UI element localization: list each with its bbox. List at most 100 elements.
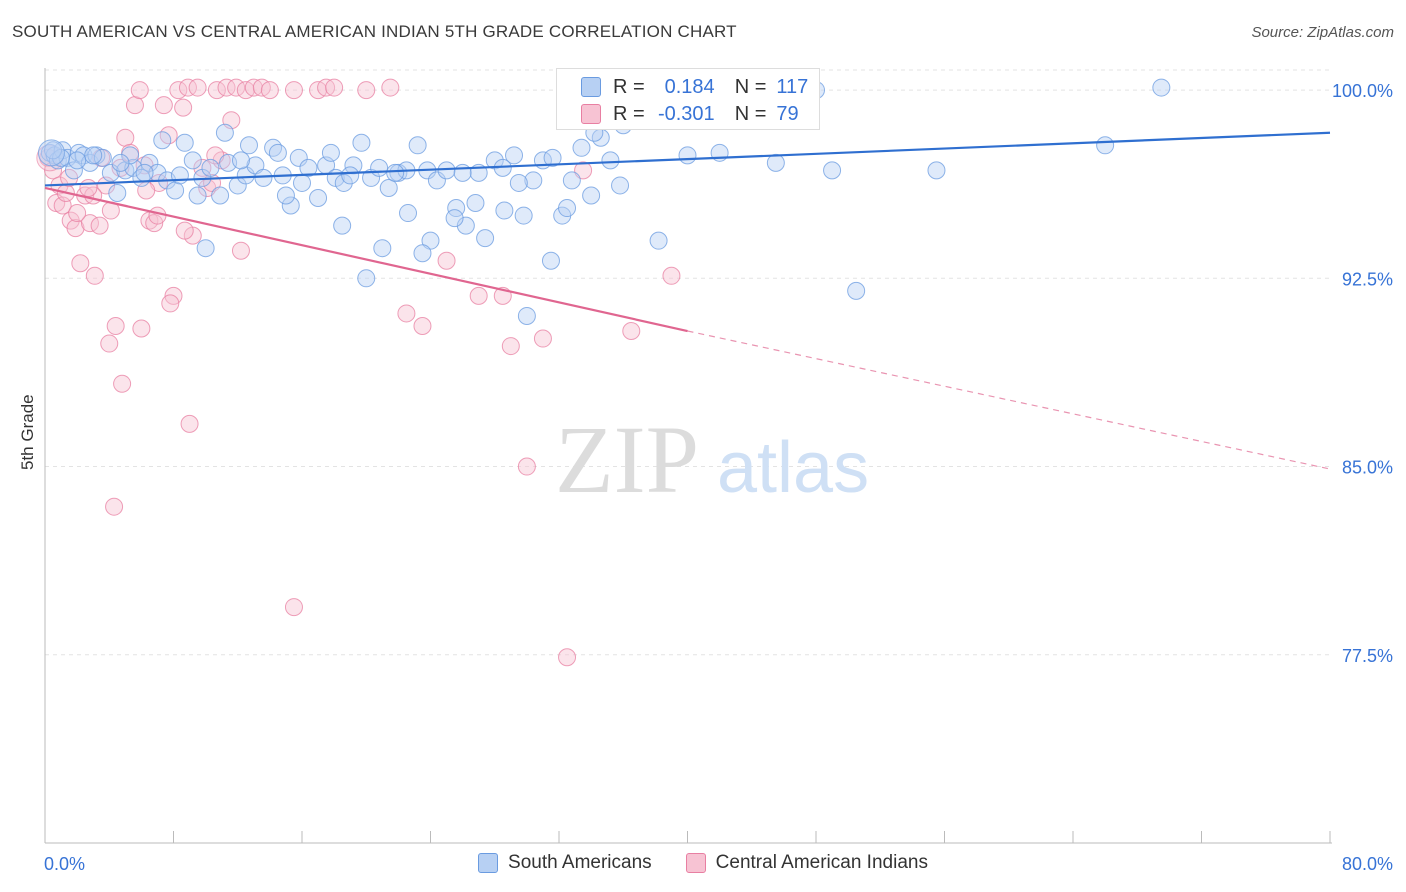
data-point xyxy=(161,294,180,313)
data-point xyxy=(509,173,528,192)
data-point-cluster xyxy=(37,139,65,167)
data-point xyxy=(276,186,295,205)
data-point xyxy=(239,136,258,155)
data-point xyxy=(357,269,376,288)
data-point xyxy=(611,176,630,195)
data-point xyxy=(352,133,371,152)
data-point xyxy=(90,216,109,235)
data-point xyxy=(64,161,83,180)
data-point xyxy=(125,96,144,115)
data-point xyxy=(373,239,392,258)
data-point xyxy=(105,497,124,516)
data-point xyxy=(766,153,785,172)
legend: South Americans Central American Indians xyxy=(0,852,1406,874)
data-point xyxy=(456,216,475,235)
data-point xyxy=(231,241,250,260)
data-point xyxy=(649,231,668,250)
data-point xyxy=(437,161,456,180)
data-point xyxy=(823,161,842,180)
data-point xyxy=(397,304,416,323)
data-point xyxy=(408,136,427,155)
data-point xyxy=(79,178,98,197)
data-point xyxy=(321,143,340,162)
data-point xyxy=(268,143,287,162)
data-point xyxy=(370,158,389,177)
chart-source: Source: ZipAtlas.com xyxy=(1251,24,1394,41)
x-tick-label: 80.0% xyxy=(1342,854,1393,874)
data-point xyxy=(1152,78,1171,97)
n-label: N = xyxy=(734,102,767,125)
series-south-americans xyxy=(37,78,1171,325)
data-point xyxy=(334,173,353,192)
data-point xyxy=(582,186,601,205)
data-point xyxy=(357,81,376,100)
stats-row-pink: R = -0.301 N = 79 xyxy=(581,100,799,128)
r-label: R = xyxy=(613,75,645,98)
data-point xyxy=(333,216,352,235)
data-point xyxy=(215,123,234,142)
data-point xyxy=(495,201,514,220)
data-point xyxy=(524,171,543,190)
axes xyxy=(44,68,1332,844)
data-point xyxy=(196,239,215,258)
data-point xyxy=(341,166,360,185)
watermark: ZIP atlas xyxy=(555,406,869,513)
legend-label: Central American Indians xyxy=(715,852,928,873)
data-point xyxy=(111,153,130,172)
data-point xyxy=(101,163,120,182)
data-point xyxy=(113,374,132,393)
chart-title: SOUTH AMERICAN VS CENTRAL AMERICAN INDIA… xyxy=(12,22,737,41)
data-point xyxy=(541,251,560,270)
data-point xyxy=(399,204,418,223)
data-point xyxy=(678,146,697,165)
watermark-atlas: atlas xyxy=(717,428,869,508)
data-point xyxy=(517,457,536,476)
data-point xyxy=(116,128,135,147)
data-point xyxy=(264,138,283,157)
data-point xyxy=(178,78,197,97)
data-point xyxy=(68,204,87,223)
stats-legend: R = 0.184 N = 117 R = -0.301 N = 79 xyxy=(556,68,820,130)
data-point xyxy=(309,188,328,207)
r-value: -0.301 xyxy=(657,102,715,125)
data-point xyxy=(662,266,681,285)
r-label: R = xyxy=(613,102,645,125)
data-point xyxy=(562,171,581,190)
data-point xyxy=(325,78,344,97)
data-point xyxy=(174,98,193,117)
n-value: 79 xyxy=(776,102,799,125)
data-point xyxy=(153,131,172,150)
data-point xyxy=(85,266,104,285)
y-tick-label: 85.0% xyxy=(1342,458,1393,478)
y-tick-label: 92.5% xyxy=(1342,269,1393,289)
data-point xyxy=(188,186,207,205)
trend-line-solid xyxy=(44,186,688,333)
legend-item-central-american-indians[interactable]: Central American Indians xyxy=(685,852,928,874)
data-point xyxy=(847,281,866,300)
data-point xyxy=(543,148,562,167)
data-point xyxy=(188,78,207,97)
data-point xyxy=(66,219,85,238)
data-point xyxy=(284,81,303,100)
data-point xyxy=(289,148,308,167)
data-point xyxy=(211,186,230,205)
data-point xyxy=(453,163,472,182)
data-point xyxy=(514,206,533,225)
data-point xyxy=(437,251,456,270)
data-point xyxy=(183,151,202,170)
pink-swatch xyxy=(581,104,601,124)
n-label: N = xyxy=(734,75,767,98)
data-point xyxy=(68,151,87,170)
stats-row-blue: R = 0.184 N = 117 xyxy=(581,73,808,101)
data-point xyxy=(427,171,446,190)
data-point xyxy=(130,81,149,100)
legend-item-south-americans[interactable]: South Americans xyxy=(478,852,652,874)
data-point xyxy=(201,158,220,177)
data-point xyxy=(69,143,88,162)
data-point xyxy=(1096,136,1115,155)
data-point xyxy=(574,161,593,180)
trend-line-solid xyxy=(44,131,1331,187)
legend-swatch-blue xyxy=(478,853,499,873)
x-tick-label: 0.0% xyxy=(44,854,85,874)
data-point xyxy=(106,316,125,335)
